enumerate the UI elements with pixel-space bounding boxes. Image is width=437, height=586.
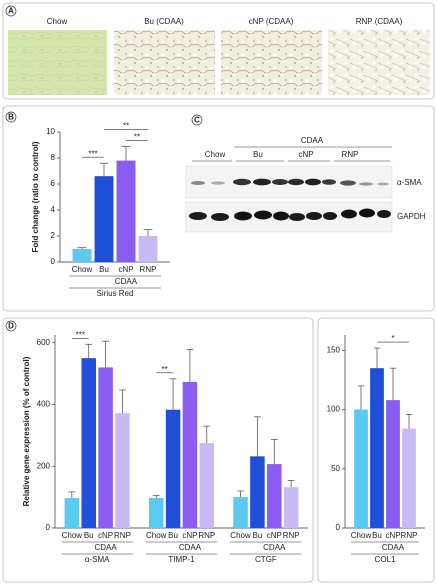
bar bbox=[267, 464, 282, 528]
x-tick-label: Chow bbox=[230, 531, 251, 540]
panel-a-badge bbox=[5, 5, 17, 17]
blot-lane-label: Bu bbox=[253, 150, 263, 159]
group-label: CDAA bbox=[263, 543, 286, 552]
panel-a-box bbox=[2, 2, 435, 100]
x-tick-label: Bu bbox=[84, 531, 94, 540]
bar bbox=[94, 176, 114, 262]
y-tick-label: 50 bbox=[331, 464, 340, 473]
x-tick-label: Bu bbox=[372, 531, 382, 540]
bar bbox=[64, 498, 80, 528]
group-name: α-SMA bbox=[85, 555, 110, 564]
image-label: cNP (CDAA) bbox=[249, 17, 294, 26]
bar bbox=[115, 413, 130, 528]
panel-label: B bbox=[8, 113, 14, 122]
y-tick-label: 0 bbox=[46, 523, 51, 532]
blot-lane-label: cNP bbox=[298, 150, 313, 159]
significance-label: *** bbox=[76, 330, 85, 339]
x-tick-label: Bu bbox=[253, 531, 263, 540]
bar bbox=[386, 400, 400, 528]
blot-lane-label: RNP bbox=[342, 150, 359, 159]
bar bbox=[138, 236, 158, 262]
significance-label: ** bbox=[162, 365, 168, 374]
significance-label: ** bbox=[123, 121, 129, 130]
x-tick-label: RNP bbox=[283, 531, 300, 540]
image-label: RNP (CDAA) bbox=[356, 17, 403, 26]
group-label: CDAA bbox=[94, 543, 117, 552]
bar bbox=[165, 409, 181, 528]
group-label: CDAA bbox=[179, 543, 202, 552]
group-name: CTGF bbox=[255, 555, 277, 564]
image-label: Bu (CDAA) bbox=[144, 17, 184, 26]
y-tick-label: 2 bbox=[51, 231, 56, 240]
x-tick-label: cNP bbox=[385, 531, 400, 540]
group-name: TIMP-1 bbox=[168, 555, 195, 564]
y-axis-label: Fold change (ratio to control) bbox=[31, 141, 40, 252]
blot-group-label: CDAA bbox=[301, 136, 324, 145]
y-tick-label: 200 bbox=[37, 461, 51, 470]
panel-label: C bbox=[194, 116, 200, 125]
y-tick-label: 600 bbox=[37, 338, 51, 347]
x-tick-label: cNP bbox=[267, 531, 282, 540]
x-tick-label: cNP bbox=[118, 265, 133, 274]
group-name: COL1 bbox=[375, 555, 396, 564]
bar bbox=[283, 487, 299, 528]
blot-lane-label: Chow bbox=[205, 150, 226, 159]
y-tick-label: 4 bbox=[51, 205, 56, 214]
y-tick-label: 400 bbox=[37, 400, 51, 409]
group-label: CDAA bbox=[382, 543, 405, 552]
panel-d-badge bbox=[5, 320, 17, 332]
panel-label: A bbox=[8, 7, 14, 16]
x-tick-label: Bu bbox=[99, 265, 109, 274]
panel-b-badge bbox=[5, 111, 17, 123]
x-tick-label: Chow bbox=[72, 265, 93, 274]
bar bbox=[148, 498, 164, 528]
x-tick-label: Bu bbox=[168, 531, 178, 540]
y-tick-label: 100 bbox=[327, 405, 341, 414]
bar bbox=[370, 368, 384, 528]
bar bbox=[402, 428, 416, 528]
histology-image bbox=[8, 30, 107, 95]
significance-label: *** bbox=[88, 149, 97, 158]
significance-label: ** bbox=[134, 132, 140, 141]
panel-c-badge bbox=[191, 114, 203, 126]
panel-label: D bbox=[8, 322, 14, 331]
bar bbox=[182, 381, 198, 528]
histology-image bbox=[114, 30, 215, 95]
y-tick-label: 6 bbox=[51, 179, 56, 188]
y-tick-label: 0 bbox=[336, 523, 341, 532]
bar bbox=[116, 160, 136, 262]
histology-image bbox=[221, 30, 322, 95]
bar bbox=[354, 409, 368, 528]
bar bbox=[98, 367, 113, 528]
bar bbox=[72, 249, 92, 262]
x-tick-label: RNP bbox=[114, 531, 131, 540]
blot-band-label: α-SMA bbox=[397, 178, 422, 187]
x-tick-label: Chow bbox=[351, 531, 372, 540]
x-tick-label: RNP bbox=[140, 265, 157, 274]
y-axis-label: Relative gene expression (% of control) bbox=[22, 356, 31, 506]
bar bbox=[250, 456, 265, 528]
significance-label: * bbox=[391, 334, 394, 343]
y-tick-label: 8 bbox=[51, 153, 56, 162]
group-name: Sirius Red bbox=[97, 289, 134, 298]
x-tick-label: RNP bbox=[198, 531, 215, 540]
group-label: CDAA bbox=[115, 277, 138, 286]
y-tick-label: 150 bbox=[327, 346, 341, 355]
x-tick-label: cNP bbox=[98, 531, 113, 540]
image-label: Chow bbox=[47, 17, 68, 26]
bar bbox=[233, 497, 248, 528]
x-tick-label: cNP bbox=[182, 531, 197, 540]
x-tick-label: Chow bbox=[62, 531, 83, 540]
x-tick-label: Chow bbox=[146, 531, 167, 540]
blot-band-label: GAPDH bbox=[397, 212, 426, 221]
x-tick-label: RNP bbox=[401, 531, 418, 540]
y-tick-label: 0 bbox=[51, 257, 56, 266]
histology-image bbox=[328, 30, 430, 95]
bar bbox=[81, 358, 96, 528]
bar bbox=[199, 443, 215, 528]
y-tick-label: 10 bbox=[46, 127, 55, 136]
blot-bands bbox=[189, 178, 391, 221]
